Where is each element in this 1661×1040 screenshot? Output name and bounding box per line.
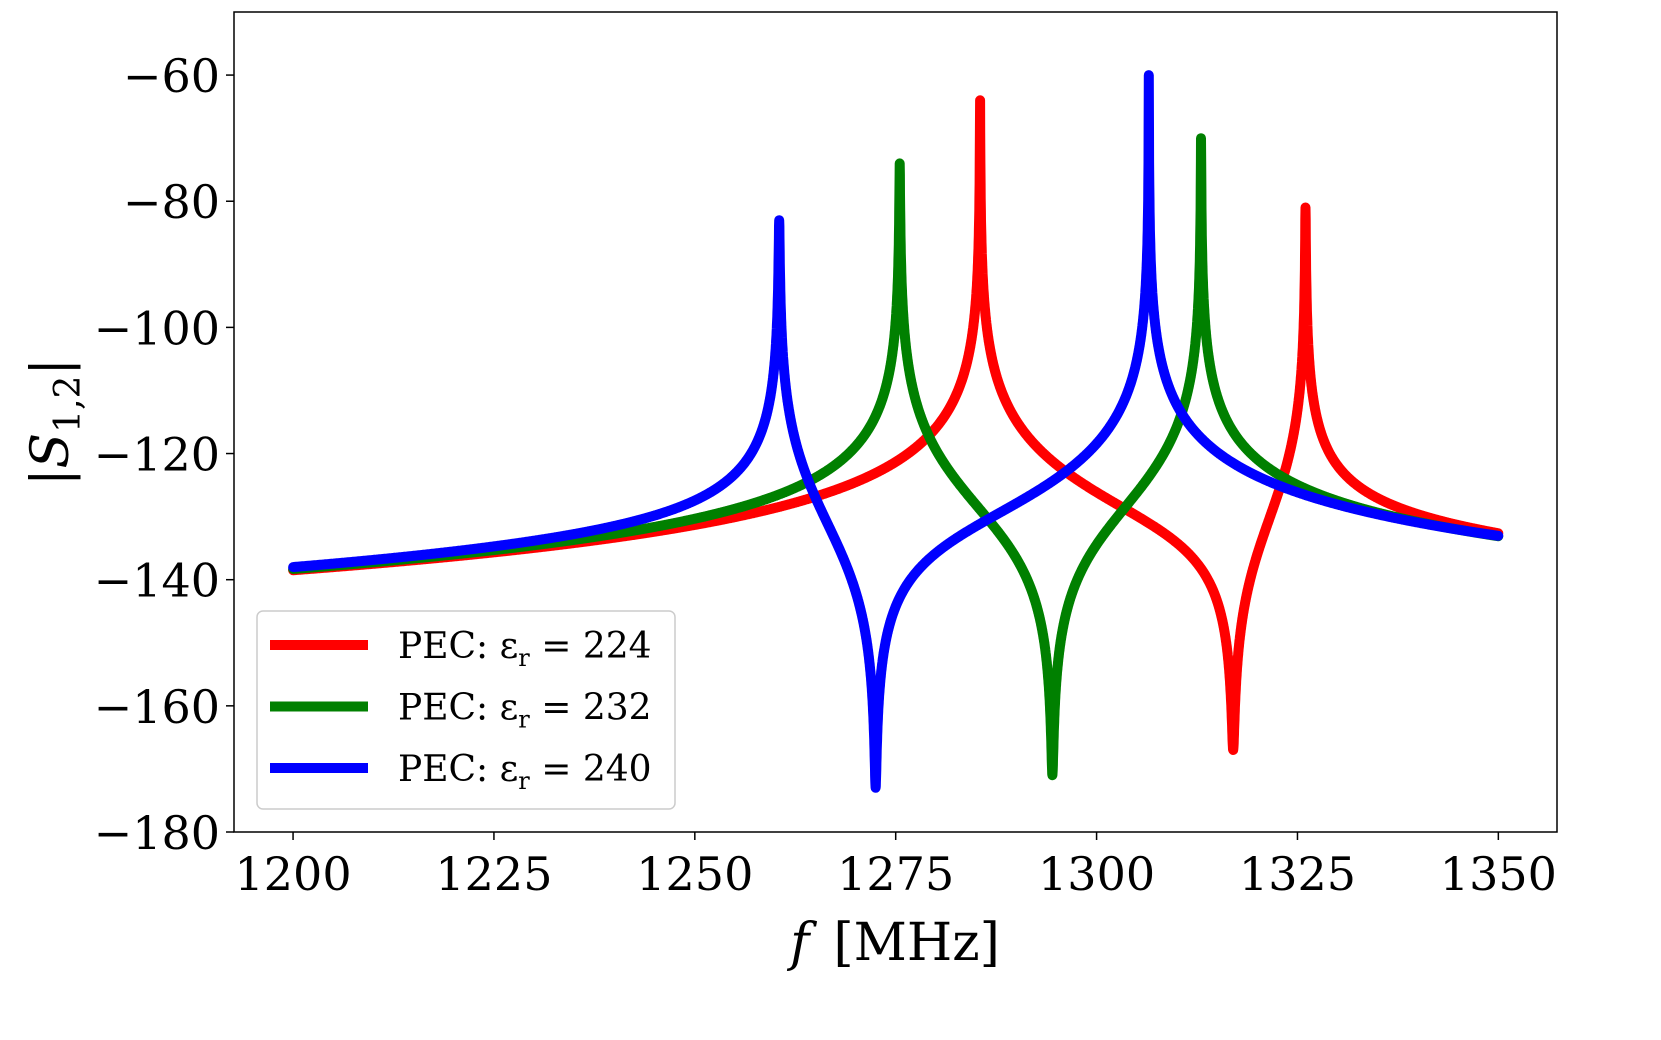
x-tick-label: 1325	[1239, 847, 1356, 901]
legend-label: PEC: εr = 240	[398, 749, 652, 795]
y-axis-label: |S1,2|	[21, 358, 89, 486]
y-tick-label: −140	[94, 554, 220, 608]
legend-label: PEC: εr = 232	[398, 688, 652, 734]
legend: PEC: εr = 224 PEC: εr = 232 PEC: εr = 240	[256, 610, 676, 810]
x-tick-label: 1250	[636, 847, 753, 901]
y-tick-label: −60	[123, 49, 220, 103]
x-tick-label: 1275	[837, 847, 954, 901]
x-tick-label: 1225	[435, 847, 552, 901]
y-tick-label: −120	[94, 428, 220, 482]
y-tick-label: −100	[94, 301, 220, 355]
legend-box	[256, 610, 676, 810]
x-tick-label: 1350	[1440, 847, 1557, 901]
y-tick-label: −180	[94, 806, 220, 860]
x-axis: 1200 1225 1250 1275 1300 1325 1350	[235, 832, 1557, 901]
series-lines	[288, 70, 1504, 793]
legend-label: PEC: εr = 224	[398, 626, 652, 672]
y-tick-label: −80	[123, 175, 220, 229]
y-axis: −60 −80 −100 −120 −140 −160 −180	[94, 49, 234, 860]
x-tick-label: 1200	[235, 847, 352, 901]
x-tick-label: 1300	[1038, 847, 1155, 901]
y-tick-label: −160	[94, 680, 220, 734]
series-line-3	[288, 70, 1504, 793]
x-axis-label: f [MHz]	[786, 913, 1000, 973]
